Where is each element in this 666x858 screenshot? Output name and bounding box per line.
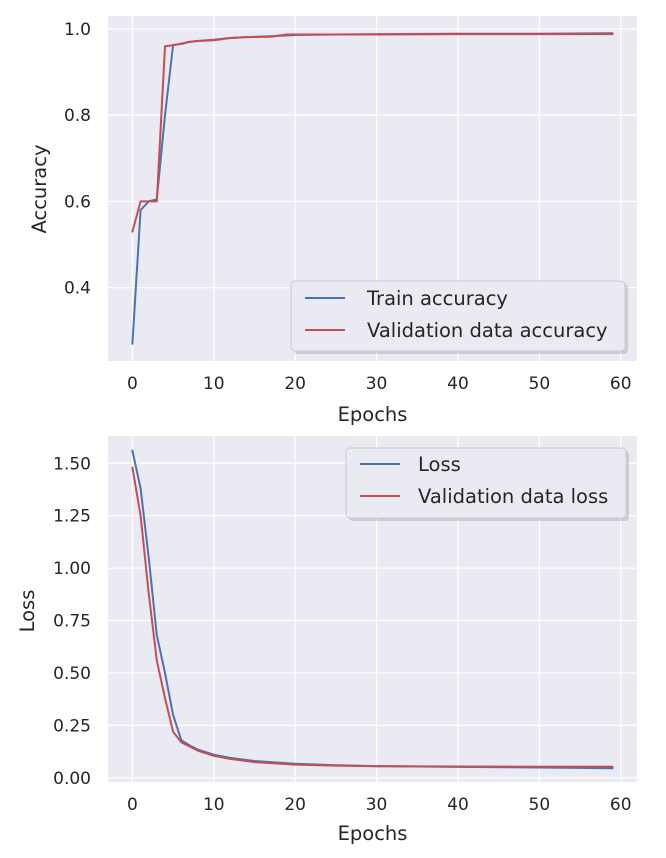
accuracy-legend-box xyxy=(290,280,626,352)
loss-x-tick-label: 50 xyxy=(529,795,551,815)
loss-legend: Loss Validation data loss xyxy=(345,447,629,521)
loss-x-tick-label: 30 xyxy=(366,795,388,815)
accuracy-chart: 0 10 20 30 40 50 60 0.4 0.6 0.8 1.0 Epochs Accura… xyxy=(28,16,637,426)
accuracy-y-tick-label: 0.8 xyxy=(64,106,91,126)
loss-x-tick-label: 60 xyxy=(610,795,632,815)
accuracy-series-validation-line xyxy=(131,33,614,233)
accuracy-y-axis-label: Accuracy xyxy=(28,144,51,233)
loss-legend-label-loss: Loss xyxy=(418,453,461,476)
accuracy-x-tick-label: 40 xyxy=(447,374,469,394)
accuracy-x-tick-label: 0 xyxy=(127,374,138,394)
loss-x-tick-label: 0 xyxy=(127,795,138,815)
accuracy-x-tick-label: 10 xyxy=(203,374,225,394)
loss-y-tick-label: 1.00 xyxy=(53,559,91,579)
accuracy-legend: Train accuracy Validation data accuracy xyxy=(290,280,628,354)
loss-x-tick-label: 40 xyxy=(447,795,469,815)
loss-y-tick-label: 0.75 xyxy=(53,612,91,632)
loss-chart: 0 10 20 30 40 50 60 0.00 0.25 0.50 0.75 1.00 1.25 1.… xyxy=(16,436,637,845)
loss-x-axis-label: Epochs xyxy=(338,822,408,845)
loss-y-tick-label: 0.25 xyxy=(53,716,91,736)
loss-x-tick-label: 10 xyxy=(203,795,225,815)
accuracy-y-tick-label: 1.0 xyxy=(64,20,91,40)
accuracy-x-tick-label: 60 xyxy=(610,374,632,394)
loss-legend-label-validation: Validation data loss xyxy=(418,485,608,508)
accuracy-y-tick-label: 0.4 xyxy=(64,279,91,299)
accuracy-y-tick-label: 0.6 xyxy=(64,192,91,212)
loss-series-validation-line xyxy=(131,466,614,768)
accuracy-x-tick-label: 50 xyxy=(529,374,551,394)
accuracy-x-axis-label: Epochs xyxy=(338,403,408,426)
accuracy-legend-label-train: Train accuracy xyxy=(366,287,508,310)
loss-y-tick-label: 0.00 xyxy=(53,769,91,789)
accuracy-x-tick-label: 20 xyxy=(284,374,306,394)
loss-x-tick-label: 20 xyxy=(284,795,306,815)
accuracy-legend-label-validation: Validation data accuracy xyxy=(367,319,608,342)
loss-legend-box xyxy=(345,447,627,519)
accuracy-x-tick-label: 30 xyxy=(366,374,388,394)
loss-y-tick-label: 1.50 xyxy=(53,454,91,474)
loss-y-axis-label: Loss xyxy=(16,590,39,633)
loss-y-tick-label: 1.25 xyxy=(53,507,91,527)
loss-y-tick-label: 0.50 xyxy=(53,664,91,684)
